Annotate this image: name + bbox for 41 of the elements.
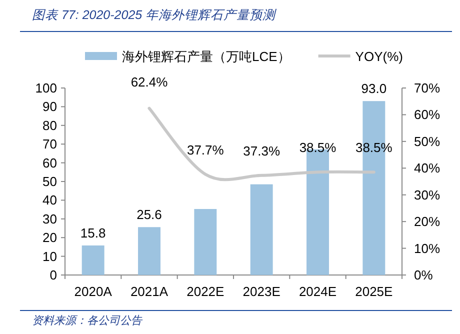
x-tick-label: 2023E <box>242 284 281 299</box>
data-label: 62.4% <box>130 74 168 90</box>
y2-tick-label: 20% <box>414 214 440 230</box>
y2-tick-label: 70% <box>414 80 440 96</box>
data-label: 37.7% <box>186 142 224 158</box>
y-tick-label: 100 <box>35 80 57 96</box>
bar <box>82 245 104 275</box>
bar <box>194 208 217 275</box>
data-label: 93.0 <box>361 81 387 96</box>
y2-tick-label: 0% <box>414 268 434 282</box>
x-tick-label: 2025E <box>355 284 394 299</box>
y2-tick-label: 50% <box>414 134 440 149</box>
x-tick-label: 2024E <box>298 284 337 299</box>
y2-tick-label: 10% <box>414 240 440 256</box>
legend-label: 海外锂辉石产量（万吨LCE） <box>122 49 290 64</box>
data-label: 37.3% <box>243 143 280 158</box>
y2-tick-label: 40% <box>414 160 440 176</box>
x-tick-label: 2021A <box>130 284 168 299</box>
y-tick-label: 0 <box>50 268 57 282</box>
y-tick-label: 70 <box>42 136 57 152</box>
y-tick-label: 40 <box>42 192 57 208</box>
x-tick-label: 2020A <box>74 284 112 299</box>
y-tick-label: 80 <box>42 118 57 133</box>
x-tick-label: 2022E <box>186 284 225 299</box>
y-tick-label: 10 <box>42 248 57 264</box>
chart-title: 图表 77: 2020-2025 年海外锂辉石产量预测 <box>32 8 278 22</box>
y2-tick-label: 30% <box>414 187 440 202</box>
bar <box>138 227 160 275</box>
bar <box>250 184 273 275</box>
y-tick-label: 60 <box>42 155 57 170</box>
data-label: 15.8 <box>80 225 106 240</box>
y-tick-label: 90 <box>42 99 57 114</box>
y-tick-label: 20 <box>42 230 57 246</box>
y-tick-label: 30 <box>42 211 57 226</box>
data-label: 25.6 <box>136 207 162 222</box>
y2-tick-label: 60% <box>414 107 440 122</box>
data-label: 38.5% <box>355 140 393 156</box>
text: 资料来源：各公司公告 <box>32 314 143 327</box>
legend-label: YOY(%) <box>355 49 403 64</box>
data-label: 38.5% <box>299 140 337 156</box>
y-tick-label: 50 <box>42 174 57 189</box>
